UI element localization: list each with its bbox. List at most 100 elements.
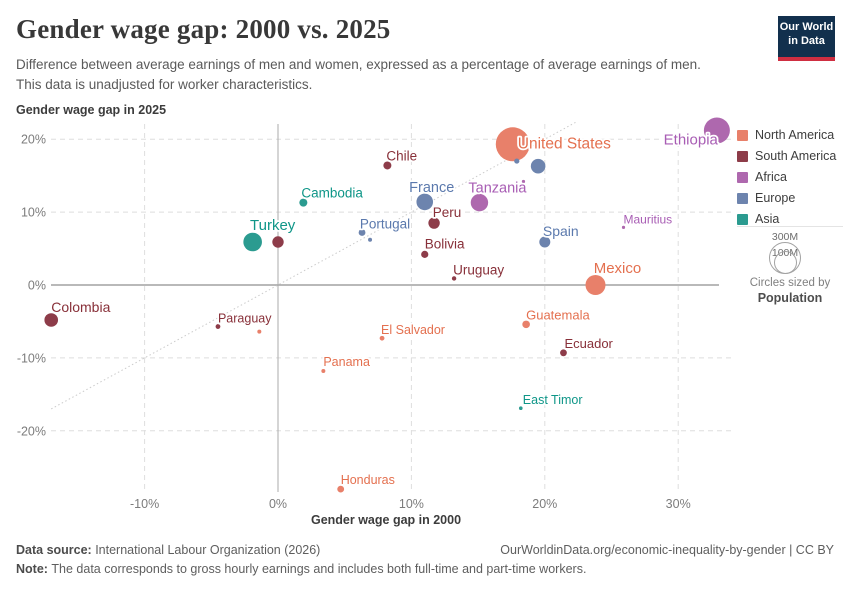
- country-label-honduras: Honduras: [341, 473, 395, 487]
- size-legend-caption-population: Population: [757, 291, 823, 305]
- country-label-mexico: Mexico: [594, 260, 642, 277]
- data-point-cambodia[interactable]: [299, 198, 308, 207]
- data-source-label: Data source:: [16, 543, 96, 557]
- country-label-ethiopia: Ethiopia: [664, 131, 719, 148]
- y-axis-title: Gender wage gap in 2025: [16, 103, 167, 117]
- page-subtitle: Difference between average earnings of m…: [16, 57, 701, 92]
- data-point-unlabeled-3[interactable]: [514, 158, 520, 164]
- data-point-mexico[interactable]: [585, 275, 606, 295]
- country-label-cambodia: Cambodia: [301, 186, 363, 201]
- legend-item-south-america[interactable]: South America: [737, 149, 849, 163]
- legend-divider: [737, 226, 843, 227]
- legend-label: South America: [755, 149, 837, 163]
- x-tick-label-30: 30%: [666, 497, 691, 511]
- data-point-colombia[interactable]: [44, 313, 59, 327]
- country-label-guatemala: Guatemala: [526, 307, 590, 322]
- y-tick-label-0: 0%: [28, 279, 46, 293]
- y-tick-label-20: 20%: [21, 133, 46, 147]
- data-point-tanzania[interactable]: [470, 193, 489, 212]
- legend-swatch: [737, 213, 748, 225]
- y-tick-label--10: -10%: [17, 351, 46, 365]
- legend-label: Europe: [755, 191, 796, 205]
- country-label-panama: Panama: [323, 355, 370, 369]
- y-tick-label--20: -20%: [17, 424, 46, 438]
- legend-item-asia[interactable]: Asia: [737, 212, 849, 226]
- note-value: The data corresponds to gross hourly ear…: [51, 562, 587, 576]
- x-tick-label-10: 10%: [399, 497, 424, 511]
- data-point-united-states[interactable]: [495, 127, 530, 162]
- data-point-honduras[interactable]: [337, 485, 345, 493]
- legend-swatch: [737, 129, 748, 141]
- chart-header: Gender wage gap: 2000 vs. 2025 Differenc…: [16, 14, 756, 94]
- country-label-bolivia: Bolivia: [425, 236, 465, 251]
- country-label-portugal: Portugal: [360, 217, 410, 232]
- data-point-unlabeled-11[interactable]: [368, 237, 373, 242]
- data-point-el-salvador[interactable]: [379, 335, 385, 341]
- country-label-uruguay: Uruguay: [453, 262, 504, 277]
- legend-label: North America: [755, 128, 835, 142]
- size-legend-caption: Circles sized by: [749, 277, 831, 289]
- size-legend: 300M 100M: [769, 231, 801, 274]
- country-label-chile: Chile: [386, 148, 417, 163]
- y-tick-label-10: 10%: [21, 206, 46, 220]
- data-point-ecuador[interactable]: [560, 349, 567, 357]
- legend-item-africa[interactable]: Africa: [737, 170, 849, 184]
- x-tick-label-20: 20%: [532, 497, 557, 511]
- legend-swatch: [737, 171, 748, 183]
- data-point-bolivia[interactable]: [421, 250, 429, 258]
- legend-label: Asia: [755, 212, 780, 226]
- region-legend: North America South America Africa Europe As…: [737, 128, 849, 226]
- legend-item-north-america[interactable]: North America: [737, 128, 849, 142]
- country-label-ecuador: Ecuador: [564, 336, 613, 351]
- data-point-guatemala[interactable]: [522, 320, 530, 329]
- country-label-turkey: Turkey: [250, 217, 296, 234]
- country-label-el-salvador: El Salvador: [381, 323, 445, 337]
- owid-logo-line1: Our World: [779, 21, 834, 33]
- data-point-ethiopia[interactable]: [703, 117, 730, 144]
- data-point-unlabeled-13[interactable]: [272, 236, 284, 248]
- data-point-mauritius[interactable]: [621, 225, 626, 230]
- country-label-spain: Spain: [543, 223, 579, 239]
- legend-swatch: [737, 150, 748, 162]
- data-point-france[interactable]: [416, 193, 434, 211]
- data-source-value: International Labour Organization (2026): [95, 543, 321, 557]
- data-point-peru[interactable]: [428, 217, 440, 229]
- data-point-east-timor[interactable]: [518, 406, 523, 411]
- data-source: Data source: International Labour Organi…: [16, 543, 320, 557]
- chart-footer: Data source: International Labour Organi…: [16, 543, 834, 576]
- data-point-paraguay[interactable]: [215, 324, 221, 329]
- size-legend-inner-label: 100M: [772, 247, 798, 259]
- country-label-mauritius: Mauritius: [624, 212, 673, 226]
- size-legend-inner-circle: [774, 251, 797, 274]
- country-label-peru: Peru: [433, 205, 462, 220]
- data-point-turkey[interactable]: [243, 232, 262, 252]
- chart-note: Note: The data corresponds to gross hour…: [16, 562, 834, 576]
- owid-logo[interactable]: Our World in Data: [778, 16, 835, 61]
- data-point-chile[interactable]: [383, 161, 392, 170]
- data-point-unlabeled-2[interactable]: [530, 158, 546, 174]
- data-point-panama[interactable]: [321, 369, 326, 374]
- note-label: Note:: [16, 562, 52, 576]
- legend-swatch: [737, 192, 748, 204]
- attribution-link[interactable]: OurWorldinData.org/economic-inequality-b…: [500, 543, 834, 557]
- page-title: Gender wage gap: 2000 vs. 2025: [16, 14, 391, 44]
- x-axis-title: Gender wage gap in 2000: [311, 513, 461, 527]
- country-label-united-states: United States: [518, 135, 611, 152]
- size-legend-outer-label: 300M: [772, 231, 798, 243]
- country-label-paraguay: Paraguay: [218, 312, 272, 326]
- legend-label: Africa: [755, 170, 787, 184]
- x-tick-label-0: 0%: [269, 497, 287, 511]
- data-point-portugal[interactable]: [358, 229, 366, 236]
- country-label-france: France: [409, 180, 454, 196]
- x-tick-label--10: -10%: [130, 497, 159, 511]
- country-label-east-timor: East Timor: [523, 393, 583, 407]
- legend-item-europe[interactable]: Europe: [737, 191, 849, 205]
- data-point-unlabeled-4[interactable]: [521, 179, 526, 184]
- data-point-spain[interactable]: [539, 236, 551, 248]
- data-point-uruguay[interactable]: [451, 276, 457, 281]
- data-point-unlabeled-21[interactable]: [257, 329, 262, 334]
- legend-panel: North America South America Africa Europe As…: [737, 128, 849, 233]
- country-label-colombia: Colombia: [51, 299, 110, 315]
